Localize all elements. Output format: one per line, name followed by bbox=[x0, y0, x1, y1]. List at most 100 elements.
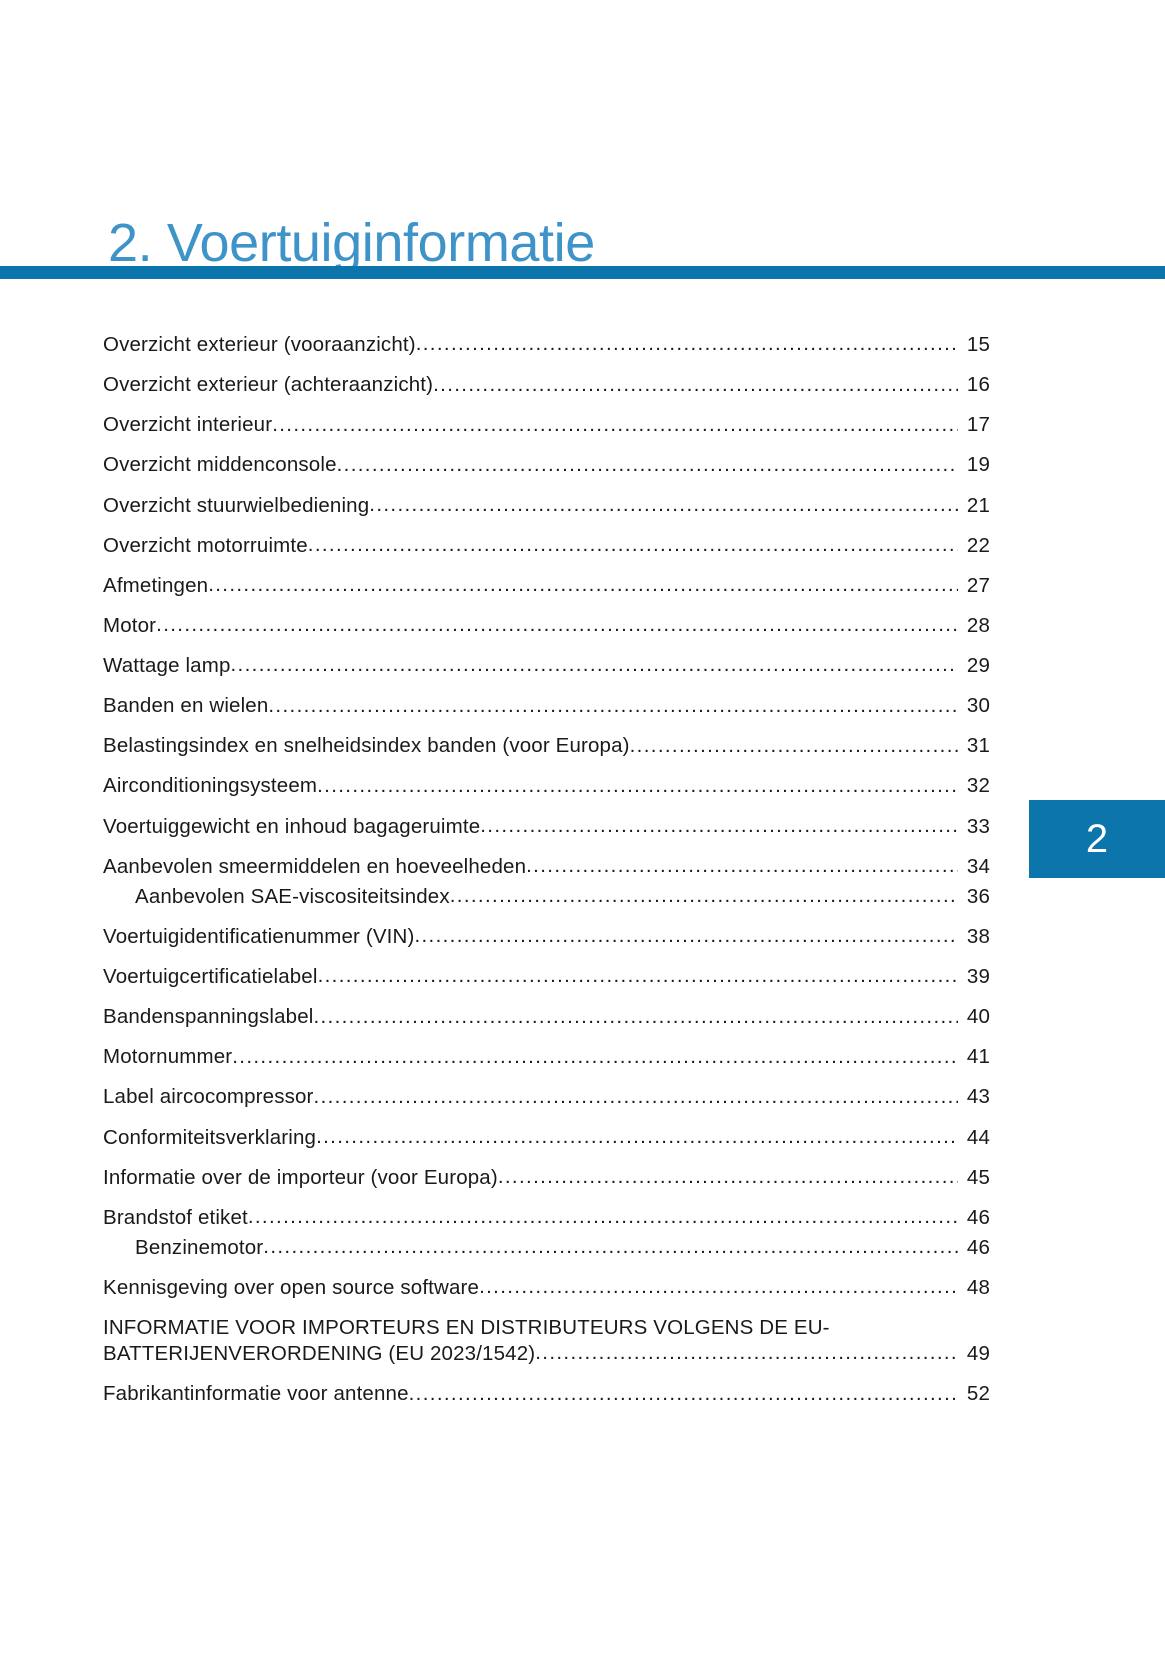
toc-entry-label: Overzicht interieur bbox=[103, 413, 273, 437]
toc-entry[interactable]: Voertuiggewicht en inhoud bagageruimte 33 bbox=[103, 814, 990, 840]
toc-leader-dots bbox=[480, 819, 958, 840]
toc-entry-label: Banden en wielen bbox=[103, 694, 269, 718]
toc-leader-dots bbox=[232, 1050, 958, 1071]
toc-entry-label: Brandstof etiket bbox=[103, 1205, 248, 1229]
toc-entry[interactable]: Overzicht exterieur (achteraanzicht) 16 bbox=[103, 372, 990, 398]
toc-entry[interactable]: Motornummer 41 bbox=[103, 1044, 990, 1070]
toc-page-number: 36 bbox=[966, 884, 990, 908]
toc-entry-label: Conformiteitsverklaring bbox=[103, 1125, 317, 1149]
chapter-tab-number: 2 bbox=[1085, 817, 1109, 861]
toc-entry[interactable]: Fabrikantinformatie voor antenne 52 bbox=[103, 1381, 990, 1407]
toc-leader-dots bbox=[433, 377, 958, 398]
toc-entry[interactable]: Voertuigidentificatienummer (VIN) 38 bbox=[103, 924, 990, 950]
toc-page-number: 49 bbox=[966, 1341, 990, 1365]
toc-entry[interactable]: Overzicht interieur 17 bbox=[103, 412, 990, 438]
toc-entry[interactable]: Overzicht middenconsole 19 bbox=[103, 452, 990, 478]
page-title: 2. Voertuiginformatie bbox=[108, 213, 595, 274]
toc-entry-label: Aanbevolen smeermiddelen en hoeveelheden bbox=[103, 854, 527, 878]
toc-leader-dots bbox=[248, 1210, 958, 1231]
toc-entry[interactable]: Belastingsindex en snelheidsindex banden… bbox=[103, 733, 990, 759]
toc-leader-dots bbox=[369, 498, 958, 519]
toc-leader-dots bbox=[318, 969, 958, 990]
toc-leader-dots bbox=[263, 1240, 958, 1261]
toc-page-number: 30 bbox=[966, 694, 990, 718]
toc-entry[interactable]: Informatie over de importeur (voor Europ… bbox=[103, 1165, 990, 1191]
toc-entry-label: Voertuigcertificatielabel bbox=[103, 965, 318, 988]
toc-entry[interactable]: Wattage lamp 29 bbox=[103, 653, 990, 679]
toc-leader-dots bbox=[337, 458, 958, 479]
toc-entry[interactable]: Overzicht motorruimte 22 bbox=[103, 533, 990, 559]
toc-page-number: 43 bbox=[966, 1085, 990, 1109]
toc-page-number: 21 bbox=[966, 493, 990, 517]
toc-entry-label: Overzicht motorruimte bbox=[103, 533, 308, 557]
toc-entry-label: Bandenspanningslabel bbox=[103, 1005, 314, 1029]
toc-leader-dots bbox=[498, 1170, 958, 1191]
toc-leader-dots bbox=[231, 658, 958, 679]
toc-leader-dots bbox=[268, 698, 958, 719]
toc-entry-label: Overzicht exterieur (vooraanzicht) bbox=[103, 333, 416, 356]
toc-entry[interactable]: Aanbevolen smeermiddelen en hoeveelheden… bbox=[103, 854, 990, 880]
toc-entry[interactable]: Conformiteitsverklaring 44 bbox=[103, 1125, 990, 1151]
toc-entry-label: Kennisgeving over open source software bbox=[103, 1276, 480, 1299]
toc-leader-dots bbox=[314, 1090, 958, 1111]
toc-entry-label: Fabrikantinformatie voor antenne bbox=[103, 1382, 409, 1406]
toc-entry-label: Voertuiggewicht en inhoud bagageruimte bbox=[103, 814, 481, 838]
toc-entry[interactable]: Afmetingen 27 bbox=[103, 573, 990, 599]
toc-entry[interactable]: Aanbevolen SAE-viscositeitsindex 36 bbox=[103, 884, 990, 910]
toc-page-number: 27 bbox=[966, 573, 990, 597]
toc-leader-dots bbox=[156, 618, 958, 639]
toc-leader-dots bbox=[414, 929, 958, 950]
toc-leader-dots bbox=[409, 1386, 958, 1407]
toc-leader-dots bbox=[450, 889, 958, 910]
toc-entry[interactable]: INFORMATIE VOOR IMPORTEURS EN DISTRIBUTE… bbox=[103, 1315, 990, 1367]
toc-entry-label: Informatie over de importeur (voor Europ… bbox=[103, 1165, 498, 1189]
toc-leader-dots bbox=[208, 578, 958, 599]
toc-entry-label: Overzicht stuurwielbediening bbox=[103, 493, 370, 517]
toc-entry-label: Overzicht middenconsole bbox=[103, 453, 337, 477]
toc-leader-dots bbox=[416, 337, 958, 358]
toc-entry-label: INFORMATIE VOOR IMPORTEURS EN DISTRIBUTE… bbox=[103, 1316, 830, 1365]
toc-leader-dots bbox=[313, 1009, 958, 1030]
toc-entry[interactable]: Banden en wielen 30 bbox=[103, 693, 990, 719]
toc-entry-label: Benzinemotor bbox=[135, 1235, 264, 1259]
toc-entry[interactable]: Overzicht stuurwielbediening 21 bbox=[103, 493, 990, 519]
toc-entry[interactable]: Brandstof etiket 46 bbox=[103, 1205, 990, 1231]
toc-entry[interactable]: Airconditioningsysteem 32 bbox=[103, 773, 990, 799]
toc-entry[interactable]: Overzicht exterieur (vooraanzicht) 15 bbox=[103, 332, 990, 358]
toc-leader-dots bbox=[308, 538, 958, 559]
toc-page-number: 52 bbox=[966, 1382, 990, 1406]
toc-leader-dots bbox=[316, 1130, 958, 1151]
toc-leader-dots bbox=[535, 1346, 958, 1367]
toc-page-number: 38 bbox=[966, 924, 990, 948]
toc-entry-label: Overzicht exterieur (achteraanzicht) bbox=[103, 373, 434, 397]
toc-entry[interactable]: Benzinemotor 46 bbox=[103, 1235, 990, 1261]
toc-entry-label: Wattage lamp bbox=[103, 654, 231, 677]
toc-page-number: 31 bbox=[966, 734, 990, 758]
toc-page-number: 40 bbox=[966, 1005, 990, 1029]
toc-leader-dots bbox=[479, 1280, 958, 1301]
toc-leader-dots bbox=[317, 779, 958, 800]
toc-leader-dots bbox=[272, 418, 958, 439]
toc-entry[interactable]: Bandenspanningslabel 40 bbox=[103, 1004, 990, 1030]
toc-entry[interactable]: Label aircocompressor 43 bbox=[103, 1084, 990, 1110]
toc-entry-label: Afmetingen bbox=[103, 573, 209, 597]
chapter-side-tab: 2 bbox=[1029, 800, 1165, 878]
toc-page-number: 44 bbox=[966, 1125, 990, 1149]
toc-page-number: 45 bbox=[966, 1165, 990, 1189]
toc-page-number: 17 bbox=[966, 413, 990, 437]
toc-entry[interactable]: Kennisgeving over open source software 48 bbox=[103, 1275, 990, 1301]
toc-entry[interactable]: Voertuigcertificatielabel 39 bbox=[103, 964, 990, 990]
toc-entry-label: Belastingsindex en snelheidsindex banden… bbox=[103, 734, 630, 758]
toc-page-number: 29 bbox=[966, 654, 990, 677]
toc-entry[interactable]: Motor 28 bbox=[103, 613, 990, 639]
toc-page-number: 46 bbox=[966, 1205, 990, 1229]
toc-entry-label: Motornummer bbox=[103, 1045, 233, 1069]
toc-page-number: 22 bbox=[966, 533, 990, 557]
toc-entry-label: Motor bbox=[103, 613, 157, 637]
table-of-contents: Overzicht exterieur (vooraanzicht)15Over… bbox=[103, 332, 990, 1421]
toc-page-number: 15 bbox=[966, 333, 990, 356]
toc-page-number: 48 bbox=[966, 1276, 990, 1299]
toc-leader-dots bbox=[630, 739, 958, 760]
toc-page-number: 46 bbox=[966, 1235, 990, 1259]
toc-page-number: 33 bbox=[966, 814, 990, 838]
